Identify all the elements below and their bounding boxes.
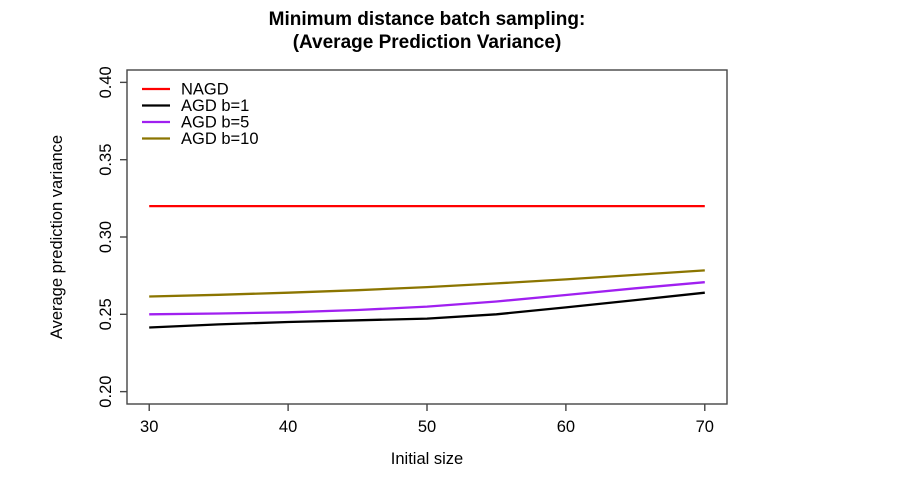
series-line-agd-b-1 <box>149 291 705 329</box>
y-axis-tick-label-0: 0.20 <box>97 376 115 408</box>
y-axis-tick-label-3: 0.35 <box>97 144 115 176</box>
x-axis-tick-label-0: 30 <box>140 418 158 436</box>
y-axis-label: Average prediction variance <box>48 135 66 339</box>
legend-label-3: AGD b=10 <box>181 130 259 148</box>
series-line-agd-b-10 <box>149 269 705 298</box>
y-axis-tick-label-4: 0.40 <box>97 66 115 98</box>
x-axis-tick-label-3: 60 <box>557 418 575 436</box>
x-axis-label: Initial size <box>391 450 463 468</box>
chart-title: Minimum distance batch sampling: (Averag… <box>127 8 727 54</box>
legend-label-2: AGD b=5 <box>181 114 249 132</box>
legend-label-1: AGD b=1 <box>181 97 249 115</box>
chart-title-line2: (Average Prediction Variance) <box>292 32 562 53</box>
legend-label-0: NAGD <box>181 81 229 99</box>
y-axis-tick-label-1: 0.25 <box>97 298 115 330</box>
x-axis-tick-label-1: 40 <box>279 418 297 436</box>
x-axis-tick-label-4: 70 <box>696 418 714 436</box>
y-axis-tick-label-2: 0.30 <box>97 221 115 253</box>
series-line-agd-b-5 <box>149 281 705 316</box>
chart-title-line1: Minimum distance batch sampling: <box>268 9 586 30</box>
x-axis-tick-label-2: 50 <box>418 418 436 436</box>
